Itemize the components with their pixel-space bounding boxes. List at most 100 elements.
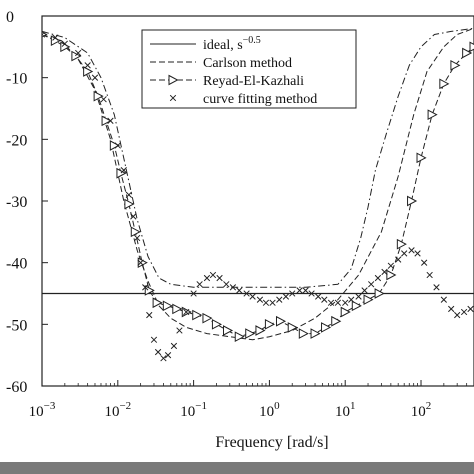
data-point xyxy=(192,309,203,321)
data-point xyxy=(396,238,407,250)
data-point xyxy=(75,49,82,57)
data-point xyxy=(223,281,230,288)
data-point xyxy=(363,294,374,305)
y-tick-label: -10 xyxy=(6,71,27,88)
data-point xyxy=(408,247,415,254)
data-point xyxy=(374,274,382,282)
data-point xyxy=(355,293,362,300)
data-point xyxy=(234,331,245,342)
data-point xyxy=(202,312,213,324)
series-4-line xyxy=(42,34,474,338)
data-point xyxy=(315,293,322,300)
data-point xyxy=(209,271,217,279)
data-point xyxy=(460,308,468,316)
y-axis: 0 -10 -20 -30 -40 -50 -60 xyxy=(6,9,48,396)
data-point xyxy=(91,74,99,81)
data-point xyxy=(100,96,107,103)
data-point xyxy=(71,50,82,62)
data-point xyxy=(52,34,59,41)
series-3-line xyxy=(42,27,474,288)
data-point xyxy=(340,306,351,318)
legend-label: curve fitting method xyxy=(203,92,317,107)
data-point xyxy=(107,117,114,124)
data-point xyxy=(427,109,438,120)
data-point xyxy=(162,300,173,312)
data-point xyxy=(42,31,46,38)
x-tick-label: 102 xyxy=(411,400,432,420)
y-tick-label: 0 xyxy=(6,9,14,26)
data-point xyxy=(269,299,276,306)
data-point xyxy=(276,296,283,303)
data-point xyxy=(416,152,427,164)
data-point xyxy=(407,195,418,207)
data-point xyxy=(440,296,447,303)
data-point xyxy=(462,47,473,59)
series-3 xyxy=(42,27,474,288)
data-point xyxy=(426,271,433,279)
data-point xyxy=(164,352,172,359)
x-tick-label: 100 xyxy=(259,400,280,420)
data-point xyxy=(229,284,237,291)
data-point xyxy=(172,303,183,315)
data-point xyxy=(342,299,349,306)
y-tick-label: -60 xyxy=(6,379,27,396)
data-point xyxy=(275,315,287,327)
data-point xyxy=(387,262,395,269)
data-point xyxy=(282,293,290,300)
data-point xyxy=(331,315,342,327)
data-point xyxy=(154,348,162,356)
legend-entry-3: Reyad-El-Kazhali xyxy=(150,74,304,89)
data-point xyxy=(196,281,203,288)
data-point xyxy=(146,311,153,319)
data-point xyxy=(368,281,375,288)
data-point xyxy=(190,290,197,297)
data-point xyxy=(249,293,256,300)
data-point xyxy=(144,285,155,296)
data-point xyxy=(109,140,120,151)
data-point xyxy=(216,274,223,282)
data-point xyxy=(114,142,121,149)
y-tick-label: -50 xyxy=(6,317,27,334)
data-point xyxy=(142,284,149,291)
data-point xyxy=(256,296,264,303)
data-point xyxy=(454,311,461,319)
x-axis-label: Frequency [rad/s] xyxy=(215,434,328,451)
data-point xyxy=(255,325,266,336)
data-point xyxy=(302,287,309,294)
data-point xyxy=(262,299,270,306)
data-point xyxy=(170,342,178,350)
data-point xyxy=(351,300,362,312)
data-point xyxy=(289,290,296,297)
data-point xyxy=(93,90,104,102)
data-point xyxy=(287,322,298,333)
data-point xyxy=(83,66,94,77)
data-point xyxy=(183,308,190,316)
data-point xyxy=(84,62,91,69)
data-point xyxy=(245,328,256,339)
data-point xyxy=(243,290,250,297)
data-point xyxy=(327,299,335,306)
data-point xyxy=(386,269,397,281)
x-tick-label: 101 xyxy=(335,400,356,420)
data-point xyxy=(310,328,321,339)
data-point xyxy=(469,41,474,53)
data-point xyxy=(61,40,68,47)
data-point xyxy=(395,256,402,263)
data-point xyxy=(134,234,141,242)
legend-marker xyxy=(169,94,177,102)
data-point xyxy=(374,288,385,299)
data-point xyxy=(116,167,127,179)
data-point xyxy=(211,319,222,330)
legend-entry-4: curve fitting method xyxy=(169,92,317,107)
data-point xyxy=(130,226,141,238)
data-point xyxy=(137,259,144,266)
y-tick-label: -30 xyxy=(6,194,27,211)
data-point xyxy=(381,268,388,276)
data-point xyxy=(321,322,332,333)
bottom-strip xyxy=(0,462,474,474)
data-point xyxy=(125,191,133,198)
legend-marker xyxy=(168,74,179,86)
data-point xyxy=(160,355,167,362)
